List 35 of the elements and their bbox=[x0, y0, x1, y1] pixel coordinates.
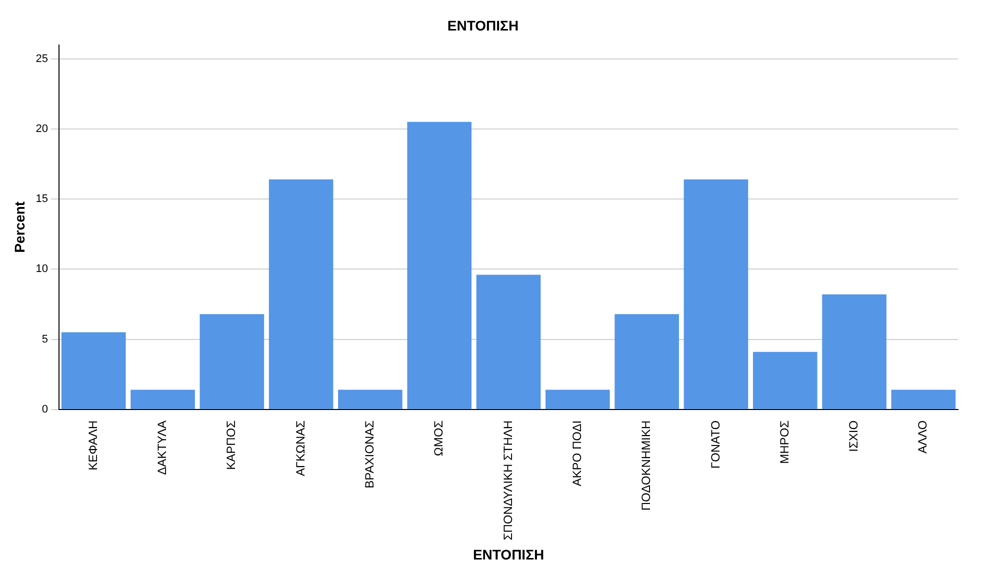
bar bbox=[130, 390, 195, 409]
y-tick-label: 5 bbox=[42, 333, 48, 346]
bar bbox=[891, 390, 956, 409]
bar bbox=[614, 314, 679, 409]
x-tick-label: ΙΣΧΙΟ bbox=[846, 420, 861, 452]
x-tick-label: ΓΟΝΑΤΟ bbox=[708, 420, 722, 469]
x-tick-label: ΑΓΚΩΝΑΣ bbox=[293, 420, 308, 476]
chart-title: ΕΝΤΟΠΙΣΗ bbox=[447, 17, 519, 34]
x-tick-label: ΣΠΟΝΔΥΛΙΚΗ ΣΤΗΛΗ bbox=[500, 420, 515, 540]
x-axis-title: ΕΝΤΟΠΙΣΗ bbox=[472, 546, 544, 562]
y-tick-label: 20 bbox=[36, 122, 48, 135]
x-tick-label: ΠΟΔΟΚΝΗΜΙΚΗ bbox=[639, 420, 654, 511]
bar bbox=[684, 179, 748, 409]
y-tick-label: 0 bbox=[42, 403, 48, 416]
x-tick-label: ΔΑΚΤΥΛΑ bbox=[155, 420, 170, 475]
y-tick-label: 25 bbox=[36, 52, 48, 65]
bar bbox=[752, 352, 818, 409]
x-tick-label: ΩΜΟΣ bbox=[432, 420, 446, 456]
bar bbox=[61, 332, 126, 409]
bar bbox=[476, 274, 541, 409]
y-tick-label: 15 bbox=[36, 193, 48, 206]
x-tick-label: ΒΡΑΧΙΟΝΑΣ bbox=[362, 420, 377, 488]
x-tick-label: ΚΑΡΠΟΣ bbox=[224, 420, 238, 470]
bar bbox=[200, 314, 264, 409]
y-tick-label: 10 bbox=[36, 263, 48, 276]
bar bbox=[338, 390, 402, 409]
bar bbox=[546, 390, 610, 409]
bar bbox=[822, 294, 886, 409]
bar bbox=[407, 122, 472, 409]
x-tick-label: ΑΛΛΟ bbox=[916, 420, 930, 454]
x-tick-label: ΜΗΡΟΣ bbox=[777, 420, 792, 464]
x-tick-label: ΚΕΦΑΛΗ bbox=[86, 420, 100, 470]
x-tick-label: ΑΚΡΟ ΠΟΔΙ bbox=[570, 420, 584, 486]
y-axis-title: Percent bbox=[11, 201, 28, 253]
bar bbox=[268, 179, 334, 409]
